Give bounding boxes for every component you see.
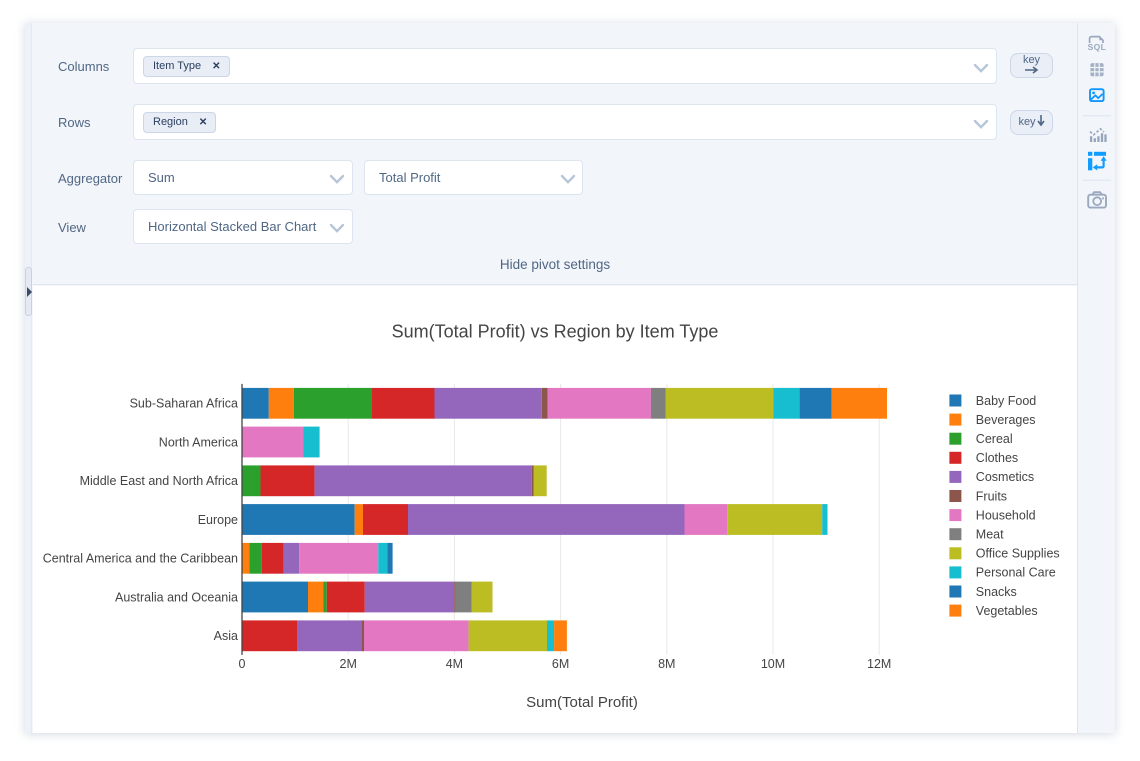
svg-text:Europe: Europe bbox=[198, 513, 238, 527]
svg-text:12M: 12M bbox=[867, 657, 891, 671]
svg-text:Office Supplies: Office Supplies bbox=[976, 547, 1060, 561]
svg-text:Household: Household bbox=[976, 508, 1036, 522]
svg-text:10M: 10M bbox=[761, 657, 785, 671]
svg-text:Meat: Meat bbox=[976, 528, 1004, 542]
svg-text:Vegetables: Vegetables bbox=[976, 604, 1038, 618]
svg-text:Sum(Total Profit) vs Region by: Sum(Total Profit) vs Region by Item Type bbox=[392, 321, 719, 341]
svg-text:8M: 8M bbox=[658, 657, 675, 671]
svg-text:Baby Food: Baby Food bbox=[976, 394, 1037, 408]
svg-text:Clothes: Clothes bbox=[976, 451, 1018, 465]
svg-text:North America: North America bbox=[159, 435, 238, 449]
svg-text:Central America and the Caribb: Central America and the Caribbean bbox=[43, 552, 238, 566]
svg-text:SQL: SQL bbox=[1088, 42, 1107, 52]
svg-text:Sum(Total Profit): Sum(Total Profit) bbox=[526, 694, 638, 711]
svg-text:6M: 6M bbox=[552, 657, 569, 671]
svg-text:Cosmetics: Cosmetics bbox=[976, 470, 1034, 484]
svg-text:Beverages: Beverages bbox=[976, 413, 1036, 427]
svg-text:4M: 4M bbox=[446, 657, 463, 671]
svg-text:Fruits: Fruits bbox=[976, 489, 1007, 503]
svg-text:Asia: Asia bbox=[214, 629, 238, 643]
svg-text:Sub-Saharan Africa: Sub-Saharan Africa bbox=[130, 397, 238, 411]
svg-text:Snacks: Snacks bbox=[976, 585, 1017, 599]
svg-text:2M: 2M bbox=[340, 657, 357, 671]
svg-text:Personal Care: Personal Care bbox=[976, 566, 1056, 580]
svg-text:Cereal: Cereal bbox=[976, 432, 1013, 446]
svg-text:Middle East and North Africa: Middle East and North Africa bbox=[80, 474, 238, 488]
svg-text:Australia and Oceania: Australia and Oceania bbox=[115, 590, 238, 604]
svg-text:0: 0 bbox=[239, 657, 246, 671]
